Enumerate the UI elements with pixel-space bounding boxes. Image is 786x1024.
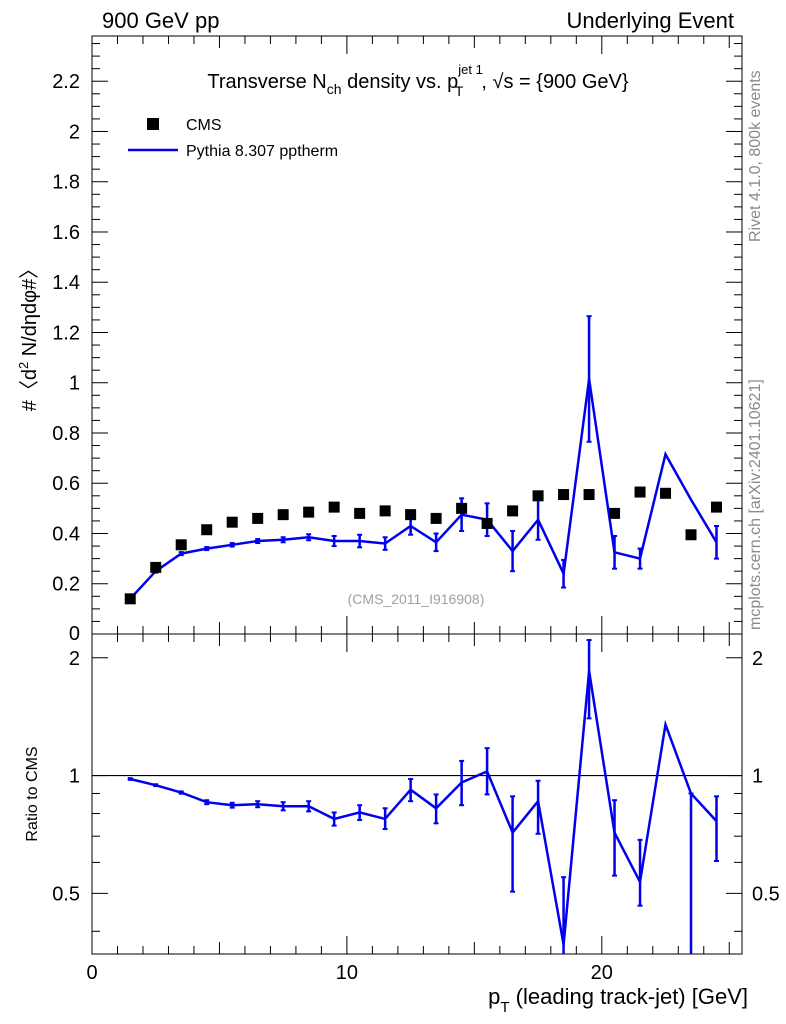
cms-data-point — [226, 516, 238, 528]
cms-data-point — [507, 505, 519, 517]
header-left: 900 GeV pp — [102, 8, 219, 33]
main-y-tick-label: 0.4 — [52, 523, 80, 545]
cms-data-point — [150, 561, 162, 573]
rivet-side-text: Rivet 4.1.0, 800k events — [747, 70, 764, 242]
main-plot-title: Transverse Nch density vs. pjet 1 T , √s =… — [207, 62, 628, 99]
xlabel-rest: (leading track-jet) [GeV] — [510, 984, 748, 1009]
ratio-y-tick-label-right: 1 — [752, 766, 763, 788]
cms-data-point — [175, 539, 187, 551]
ratio-axis-ticks: 0 10 20 0.5 0.5 1 1 2 2 — [52, 634, 780, 984]
main-y-tick-label: 0.2 — [52, 574, 80, 596]
x-tick-label: 20 — [591, 962, 613, 984]
x-tick-label: 0 — [86, 962, 97, 984]
cms-data-point — [456, 502, 468, 514]
mcplots-side-text: mcplots.cern.ch [arXiv:2401.10621] — [747, 379, 764, 630]
cms-data-point — [532, 490, 544, 502]
main-y-tick-label: 2.2 — [52, 71, 80, 93]
cms-data-point — [354, 507, 366, 519]
cms-data-point — [328, 501, 340, 513]
ylabel-b: N/dηdφ#〉 — [19, 259, 41, 362]
legend-cms-label: CMS — [186, 117, 222, 134]
title-sub-t: T — [455, 83, 464, 99]
cms-data-point — [711, 501, 723, 513]
title-prefix: Transverse N — [207, 71, 326, 93]
main-y-tick-label: 1.6 — [52, 222, 80, 244]
main-y-tick-label: 0.6 — [52, 473, 80, 495]
main-y-tick-label: 1.4 — [52, 272, 80, 294]
ratio-plot-frame — [91, 633, 743, 955]
ylabel-a: #〈d — [19, 369, 41, 411]
cms-data-point — [379, 505, 391, 517]
legend-pythia-label: Pythia 8.307 pptherm — [186, 143, 338, 160]
ratio-y-axis-label: Ratio to CMS — [24, 746, 41, 841]
cms-data-point — [430, 512, 442, 524]
main-y-tick-label: 1.2 — [52, 322, 80, 344]
main-y-tick-label: 1 — [69, 373, 80, 395]
xlabel-sub: T — [500, 999, 509, 1016]
main-y-tick-label: 1.8 — [52, 172, 80, 194]
ratio-y-tick-label-left: 0.5 — [52, 883, 80, 905]
cms-data-point — [252, 512, 264, 524]
ratio-series-line — [129, 670, 718, 945]
cms-data-point — [609, 507, 621, 519]
ratio-y-tick-label-left: 2 — [69, 648, 80, 670]
main-y-tick-label: 0.8 — [52, 423, 80, 445]
main-y-tick-label: 2 — [69, 121, 80, 143]
cms-data-point — [405, 509, 417, 521]
ratio-y-tick-label-left: 1 — [69, 766, 80, 788]
header-right: Underlying Event — [566, 8, 734, 33]
analysis-watermark: (CMS_2011_I916908) — [348, 591, 485, 607]
main-axis-ticks: 0.2 0.4 0.6 0.8 1 1.2 1.4 1.6 1.8 2 2.2 0 — [52, 36, 742, 645]
legend-cms-marker — [147, 118, 159, 130]
xlabel-p: p — [488, 984, 500, 1009]
main-y-axis-label: #〈d2 N/dηdφ#〉 — [16, 259, 41, 412]
cms-data-point — [124, 593, 136, 605]
main-data-marks — [124, 315, 723, 605]
cms-data-point — [481, 517, 493, 529]
main-y-tick-label-zero: 0 — [69, 623, 80, 645]
cms-data-point — [201, 524, 213, 536]
x-tick-label: 10 — [336, 962, 358, 984]
cms-data-point — [277, 509, 289, 521]
title-middle: density vs. p — [342, 71, 459, 93]
cms-data-point — [660, 487, 672, 499]
title-sub-ch: ch — [327, 81, 342, 97]
title-sup-jet: jet 1 — [457, 62, 483, 77]
cms-data-point — [583, 489, 595, 501]
title-suffix: , √s = {900 GeV} — [481, 71, 629, 93]
ratio-data-marks — [127, 639, 720, 954]
ratio-y-tick-label-right: 0.5 — [752, 883, 780, 905]
cms-data-point — [634, 486, 646, 498]
x-axis-label: pT (leading track-jet) [GeV] — [488, 984, 748, 1016]
ylabel-sup: 2 — [16, 362, 31, 369]
pythia-series-line — [129, 378, 718, 600]
cms-data-point — [558, 489, 570, 501]
cms-data-point — [303, 506, 315, 518]
cms-data-point — [685, 529, 697, 541]
ratio-y-tick-label-right: 2 — [752, 648, 763, 670]
